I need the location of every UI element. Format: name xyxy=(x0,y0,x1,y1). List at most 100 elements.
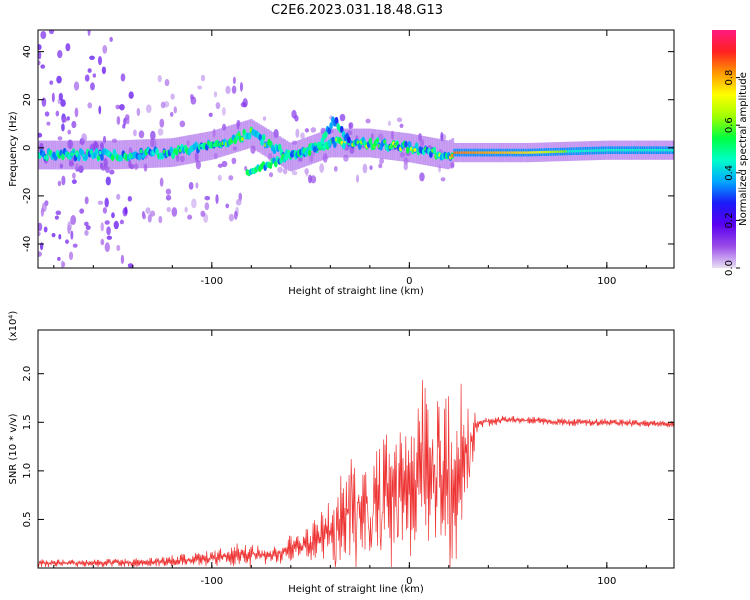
heatmap-cell xyxy=(347,136,351,144)
heatmap-cell xyxy=(535,151,537,154)
heatmap-cell xyxy=(84,230,89,236)
heatmap-cell xyxy=(72,149,75,154)
heatmap-cell xyxy=(235,198,242,206)
heatmap-cell xyxy=(536,151,539,154)
heatmap-cell xyxy=(147,214,152,223)
heatmap-cell xyxy=(485,151,487,154)
heatmap-cell xyxy=(150,130,156,141)
heatmap-cell xyxy=(164,78,170,87)
snr-ytick-label: 0.5 xyxy=(22,511,33,527)
heatmap-cell xyxy=(547,150,549,154)
heatmap-cell xyxy=(85,225,91,231)
heatmap-cell xyxy=(494,151,496,154)
heatmap-cell xyxy=(629,149,631,152)
spectrogram-ytick-label: -20 xyxy=(22,188,33,204)
heatmap-cell xyxy=(258,133,263,141)
spectrogram-panel: -100 0 100 -40 -20 0 20 40 Height of straight l… xyxy=(8,29,675,297)
heatmap-cell xyxy=(652,149,654,152)
colorbar-gradient xyxy=(712,30,736,268)
heatmap-cell xyxy=(232,76,236,85)
heatmap-cell xyxy=(119,219,124,225)
heatmap-cell xyxy=(157,128,164,136)
heatmap-cell xyxy=(128,91,134,99)
heatmap-cell xyxy=(116,193,121,200)
heatmap-cell xyxy=(333,166,338,172)
heatmap-cell xyxy=(478,151,480,154)
heatmap-cell xyxy=(552,150,555,154)
heatmap-cell xyxy=(307,149,312,157)
heatmap-cell xyxy=(472,151,475,154)
heatmap-cell xyxy=(563,150,565,153)
heatmap-cell xyxy=(137,153,142,161)
heatmap-cell xyxy=(579,149,581,153)
heatmap-cell xyxy=(291,170,298,176)
heatmap-cell xyxy=(242,98,248,108)
heatmap-cell xyxy=(44,111,50,117)
heatmap-cell xyxy=(515,151,517,154)
heatmap-cell xyxy=(119,103,125,111)
heatmap-cell xyxy=(588,149,590,152)
heatmap-cell xyxy=(602,149,605,152)
heatmap-cell xyxy=(142,213,147,220)
heatmap-cell xyxy=(399,123,404,128)
colorbar-tick-label: 0.6 xyxy=(724,117,735,133)
heatmap-cell xyxy=(339,125,344,133)
heatmap-cell xyxy=(38,251,42,257)
heatmap-cell xyxy=(115,104,121,110)
heatmap-cell xyxy=(414,142,419,150)
heatmap-cell xyxy=(184,206,188,213)
heatmap-cell xyxy=(622,149,624,152)
heatmap-cell xyxy=(65,43,71,52)
heatmap-cell xyxy=(120,254,125,264)
heatmap-cell xyxy=(138,130,145,139)
heatmap-cell xyxy=(136,107,141,117)
heatmap-cell xyxy=(195,182,199,189)
spectrogram-frame xyxy=(37,29,675,269)
heatmap-cell xyxy=(160,101,166,109)
heatmap-cell xyxy=(55,210,62,216)
heatmap-cell xyxy=(101,66,107,75)
heatmap-cell xyxy=(663,149,665,152)
heatmap-cell xyxy=(471,151,473,154)
heatmap-cell xyxy=(611,149,613,152)
heatmap-cell xyxy=(74,107,79,118)
heatmap-cell xyxy=(300,132,305,139)
heatmap-cell xyxy=(38,132,43,138)
colorbar-tick-label: 0.0 xyxy=(724,260,735,276)
heatmap-cell xyxy=(295,128,300,138)
heatmap-cell xyxy=(492,151,494,154)
heatmap-cell xyxy=(89,149,93,154)
heatmap-cell xyxy=(305,170,309,177)
heatmap-cell xyxy=(150,210,156,217)
heatmap-cell xyxy=(666,149,669,152)
heatmap-cell xyxy=(215,194,219,204)
heatmap-cell xyxy=(123,117,127,126)
heatmap-cell xyxy=(356,174,360,183)
heatmap-cell xyxy=(483,151,485,154)
heatmap-cell xyxy=(469,151,471,154)
heatmap-cell xyxy=(72,172,76,179)
heatmap-cell xyxy=(440,131,444,142)
heatmap-cell xyxy=(79,208,85,214)
heatmap-cell xyxy=(378,163,383,169)
spectrogram-ylabel: Frequency (Hz) xyxy=(8,111,19,187)
heatmap-cell xyxy=(139,149,143,154)
heatmap-cell xyxy=(383,139,387,144)
heatmap-cell xyxy=(599,149,601,152)
heatmap-cell xyxy=(627,149,629,152)
heatmap-cell xyxy=(49,80,54,85)
heatmap-cell xyxy=(58,92,63,101)
spectrogram-xtick-label: -100 xyxy=(200,276,223,287)
spectrogram-ytick-label: 20 xyxy=(22,93,33,106)
heatmap-cell xyxy=(647,149,649,152)
heatmap-cell xyxy=(556,150,558,153)
heatmap-cell xyxy=(228,175,234,181)
heatmap-cell xyxy=(581,149,583,153)
heatmap-cell xyxy=(590,149,592,152)
snr-ytick-label: 2.0 xyxy=(22,366,33,382)
spectrogram-xtick-label: 100 xyxy=(597,276,616,287)
heatmap-cell xyxy=(38,44,42,51)
spectrogram-ytick-label: 0 xyxy=(22,145,33,151)
heatmap-cell xyxy=(159,177,164,187)
